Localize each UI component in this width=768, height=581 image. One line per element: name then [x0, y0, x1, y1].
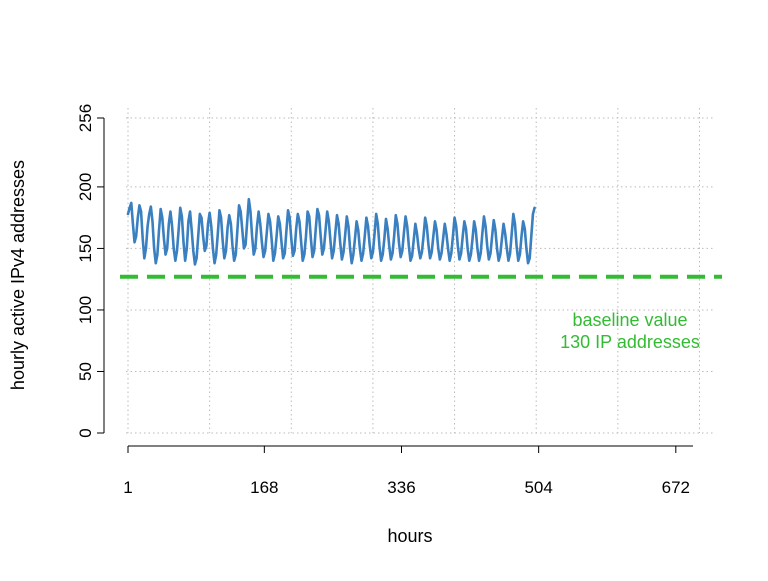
- x-tick-label: 504: [524, 478, 552, 497]
- x-axis-label: hours: [387, 526, 432, 546]
- y-tick-label: 256: [76, 104, 95, 132]
- baseline-annotation-line2: 130 IP addresses: [560, 332, 700, 352]
- y-axis: 0 50 100 150 200 256: [76, 104, 105, 438]
- y-axis-label: hourly active IPv4 addresses: [8, 160, 28, 390]
- baseline-annotation-line1: baseline value: [572, 310, 687, 330]
- x-tick-label: 1: [123, 478, 132, 497]
- x-tick-label: 672: [662, 478, 690, 497]
- y-tick-label: 50: [76, 362, 95, 381]
- y-tick-label: 0: [76, 428, 95, 437]
- plot-area: [120, 197, 722, 279]
- grid-lines: [126, 108, 715, 434]
- y-tick-label: 100: [76, 296, 95, 324]
- y-tick-label: 150: [76, 234, 95, 262]
- x-tick-label: 336: [387, 478, 415, 497]
- series-line-active-ips: [126, 197, 536, 266]
- x-tick-label: 168: [250, 478, 278, 497]
- y-tick-label: 200: [76, 173, 95, 201]
- x-axis: 1 168 336 504 672: [123, 445, 693, 497]
